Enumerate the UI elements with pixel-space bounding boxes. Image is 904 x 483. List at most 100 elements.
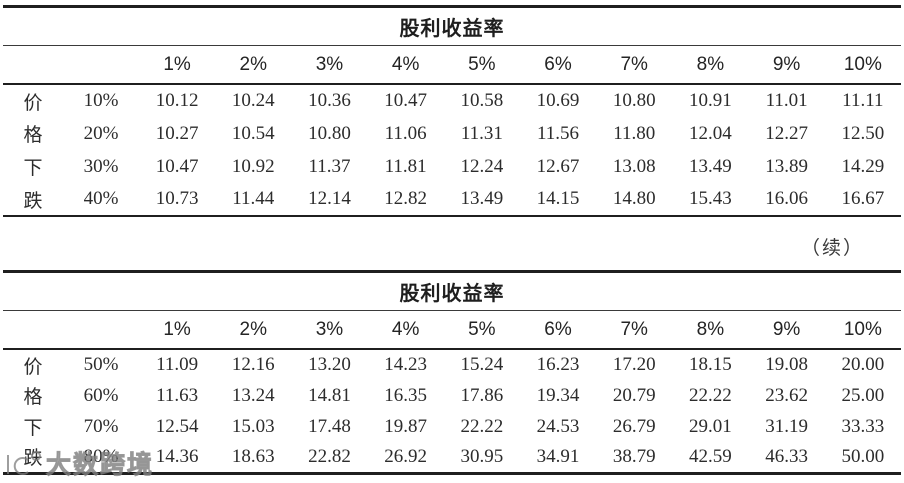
table-title-row: 股利收益率 <box>3 6 901 46</box>
row-group-char: 下 <box>23 158 43 179</box>
value-cell: 19.08 <box>765 354 808 375</box>
yield-column-header: 6% <box>519 310 597 350</box>
price-drop-row-label: 20% <box>83 122 119 144</box>
value-cell: 26.79 <box>612 415 656 437</box>
value-cell: 14.15 <box>536 188 580 209</box>
value-cell: 10.73 <box>155 188 199 209</box>
value-cell: 31.19 <box>765 415 808 437</box>
yield-column-header: 5% <box>443 45 520 85</box>
value-cell: 13.08 <box>612 155 656 177</box>
value-cell: 10.91 <box>689 90 732 111</box>
dividend-yield-table-lower: 股利收益率 1% 2% 3% 4% 5% 6% 7% 8% 9% 10% 价 50% 11.09 12.… <box>3 270 901 475</box>
value-cell: 11.37 <box>308 155 351 177</box>
table-row: 价 10% 10.12 10.24 10.36 10.47 10.58 10.69 10.80 1… <box>3 84 901 117</box>
table-body: 价 50% 11.09 12.16 13.20 14.23 15.24 16.23 17.20 1… <box>3 349 901 473</box>
value-cell: 12.67 <box>536 155 580 177</box>
yield-column-header: 7% <box>596 45 673 85</box>
value-cell: 12.50 <box>841 122 885 144</box>
empty-header-cell <box>63 45 139 85</box>
value-cell: 25.00 <box>841 384 885 406</box>
yield-column-header: 4% <box>367 45 444 85</box>
price-drop-row-label: 40% <box>83 188 119 209</box>
dividend-yield-table-upper: 股利收益率 1% 2% 3% 4% 5% 6% 7% 8% 9% 10% 价 10% 10.12 10.… <box>3 5 901 217</box>
value-cell: 16.23 <box>536 354 580 375</box>
yield-column-header: 9% <box>748 45 825 85</box>
empty-header-cell <box>3 45 63 85</box>
value-cell: 14.36 <box>155 445 199 467</box>
value-cell: 29.01 <box>689 415 732 437</box>
column-header-row: 1% 2% 3% 4% 5% 6% 7% 8% 9% 10% <box>3 310 901 350</box>
value-cell: 14.81 <box>308 384 351 406</box>
price-drop-row-label: 80% <box>83 445 119 467</box>
value-cell: 13.20 <box>308 354 351 375</box>
value-cell: 11.01 <box>765 90 808 111</box>
value-cell: 16.06 <box>765 188 808 209</box>
value-cell: 15.03 <box>231 415 275 437</box>
price-drop-row-label: 50% <box>83 354 119 375</box>
value-cell: 50.00 <box>841 445 885 467</box>
continued-label: （续） <box>800 238 864 259</box>
yield-column-header: 2% <box>215 45 292 85</box>
value-cell: 46.33 <box>765 445 808 467</box>
value-cell: 13.89 <box>765 155 808 177</box>
value-cell: 12.82 <box>384 188 428 209</box>
table-row: 下 30% 10.47 10.92 11.37 11.81 12.24 12.67 13.08 1… <box>3 150 901 183</box>
yield-column-header: 6% <box>519 45 597 85</box>
value-cell: 11.11 <box>842 90 884 111</box>
yield-column-header: 4% <box>367 310 444 350</box>
value-cell: 18.63 <box>231 445 275 467</box>
value-cell: 17.48 <box>308 415 351 437</box>
value-cell: 34.91 <box>536 445 580 467</box>
value-cell: 30.95 <box>460 445 504 467</box>
yield-column-header: 5% <box>443 310 520 350</box>
yield-column-header: 9% <box>748 310 825 350</box>
value-cell: 42.59 <box>689 445 732 467</box>
value-cell: 14.80 <box>612 188 656 209</box>
value-cell: 14.29 <box>841 155 885 177</box>
value-cell: 10.80 <box>308 122 351 144</box>
value-cell: 17.86 <box>460 384 504 406</box>
price-drop-row-label: 60% <box>83 384 119 406</box>
price-drop-row-label: 70% <box>83 415 119 437</box>
value-cell: 12.24 <box>460 155 504 177</box>
column-header-row: 1% 2% 3% 4% 5% 6% 7% 8% 9% 10% <box>3 45 901 85</box>
value-cell: 16.67 <box>841 188 885 209</box>
yield-column-header: 1% <box>139 310 216 350</box>
table-body: 价 10% 10.12 10.24 10.36 10.47 10.58 10.69 10.80 1… <box>3 84 901 216</box>
value-cell: 19.87 <box>384 415 428 437</box>
value-cell: 23.62 <box>765 384 808 406</box>
price-drop-row-label: 30% <box>83 155 119 177</box>
value-cell: 10.92 <box>231 155 275 177</box>
value-cell: 11.06 <box>384 122 427 144</box>
value-cell: 13.49 <box>460 188 504 209</box>
value-cell: 18.15 <box>689 354 732 375</box>
value-cell: 13.49 <box>689 155 732 177</box>
yield-column-header: 10% <box>824 310 901 350</box>
yield-column-header: 2% <box>215 310 292 350</box>
value-cell: 10.24 <box>231 90 275 111</box>
yield-column-header: 3% <box>291 310 368 350</box>
empty-header-cell <box>3 310 63 350</box>
value-cell: 11.09 <box>156 354 199 375</box>
value-cell: 10.36 <box>308 90 351 111</box>
value-cell: 10.47 <box>155 155 199 177</box>
yield-column-header: 1% <box>139 45 216 85</box>
table-row: 跌 40% 10.73 11.44 12.14 12.82 13.49 14.15 14.80 1… <box>3 183 901 216</box>
value-cell: 22.22 <box>460 415 504 437</box>
row-group-char: 跌 <box>23 190 43 212</box>
price-drop-row-label: 10% <box>83 90 119 111</box>
empty-header-cell <box>63 310 139 350</box>
value-cell: 10.58 <box>460 90 504 111</box>
value-cell: 20.79 <box>612 384 656 406</box>
row-group-char: 格 <box>23 125 43 146</box>
value-cell: 33.33 <box>841 415 885 437</box>
value-cell: 11.56 <box>537 122 580 144</box>
value-cell: 12.27 <box>765 122 808 144</box>
value-cell: 38.79 <box>612 445 656 467</box>
value-cell: 10.54 <box>231 122 275 144</box>
value-cell: 20.00 <box>841 354 885 375</box>
yield-column-header: 8% <box>672 310 749 350</box>
yield-column-header: 3% <box>291 45 368 85</box>
table-row: 格 60% 11.63 13.24 14.81 16.35 17.86 19.34 20.79 2… <box>3 380 901 411</box>
